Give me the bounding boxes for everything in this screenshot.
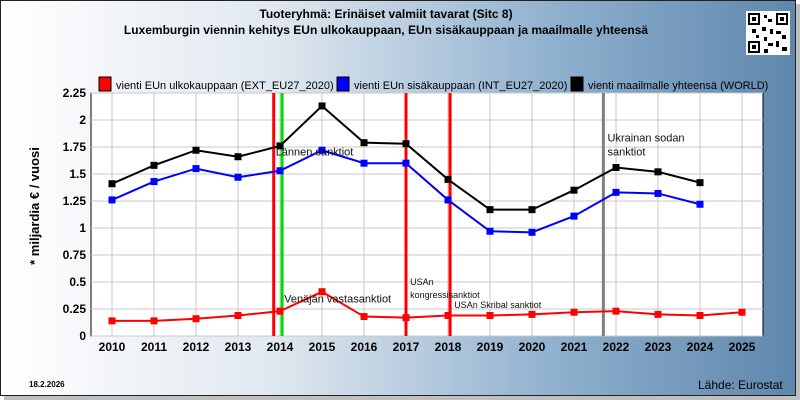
data-point xyxy=(612,307,620,315)
data-point xyxy=(528,206,536,214)
data-point xyxy=(234,153,242,161)
data-point xyxy=(360,159,368,167)
chart-subtitle: Luxemburgin viennin kehitys EUn ulkokaup… xyxy=(124,23,648,37)
y-tick-label: 2.25 xyxy=(63,86,87,100)
legend-swatch-2 xyxy=(570,76,584,92)
data-point xyxy=(192,315,200,323)
x-tick-label: 2023 xyxy=(645,340,672,354)
annotation-label: Venäjän vastasanktiot xyxy=(284,294,391,306)
x-tick-label: 2022 xyxy=(603,340,630,354)
x-tick-label: 2018 xyxy=(435,340,462,354)
data-point xyxy=(528,310,536,318)
x-tick-label: 2013 xyxy=(225,340,252,354)
plot-area: 0 0.25 0.5 0.75 1 1.25 1.5 1.75 2 2.25 2010 2011 201… xyxy=(63,86,764,354)
x-tick-label: 2010 xyxy=(99,340,126,354)
data-point xyxy=(108,196,116,204)
data-point xyxy=(108,180,116,188)
source-label: Lähde: Eurostat xyxy=(698,378,783,392)
annotation-label: sanktiot xyxy=(608,147,646,159)
legend-label-0: vienti EUn ulkokauppaan (EXT_EU27_2020) xyxy=(116,80,334,92)
qr-code-icon xyxy=(746,11,790,55)
data-point xyxy=(528,228,536,236)
data-point xyxy=(276,167,284,175)
x-tick-label: 2016 xyxy=(351,340,378,354)
data-point xyxy=(402,140,410,148)
data-point xyxy=(654,189,662,197)
data-point xyxy=(276,142,284,150)
data-point xyxy=(234,311,242,319)
data-point xyxy=(486,206,494,214)
plot-background xyxy=(90,92,764,337)
y-tick-label: 0.25 xyxy=(63,302,87,316)
legend-swatch-1 xyxy=(336,76,350,92)
data-point xyxy=(192,146,200,154)
annotation-label: USAn Skribal sanktiot xyxy=(454,300,542,310)
data-point xyxy=(570,186,578,194)
y-tick-label: 1.25 xyxy=(63,194,87,208)
data-point xyxy=(360,313,368,321)
y-axis-label: * miljardia € / vuosi xyxy=(27,147,42,265)
annotation-label: Lännen sanktiot xyxy=(276,147,354,159)
y-tick-label: 1.5 xyxy=(69,167,86,181)
annotation-label: Ukrainan sodan xyxy=(608,133,685,145)
data-point xyxy=(192,165,200,173)
y-tick-label: 0 xyxy=(79,329,86,343)
y-tick-label: 0.5 xyxy=(69,275,86,289)
data-point xyxy=(318,102,326,110)
x-tick-label: 2024 xyxy=(687,340,714,354)
data-point xyxy=(654,310,662,318)
x-tick-label: 2021 xyxy=(561,340,588,354)
data-point xyxy=(570,212,578,220)
legend-label-1: vienti EUn sisäkauppaan (INT_EU27_2020) xyxy=(354,80,567,92)
data-point xyxy=(486,311,494,319)
data-point xyxy=(612,188,620,196)
data-point xyxy=(402,314,410,322)
x-tick-label: 2025 xyxy=(729,340,756,354)
data-point xyxy=(318,288,326,296)
chart-svg: Tuoteryhmä: Erinäiset valmiit tavarat (S… xyxy=(27,7,790,392)
data-point xyxy=(612,164,620,172)
data-point xyxy=(402,159,410,167)
legend-swatch-0 xyxy=(98,76,112,92)
data-point xyxy=(654,168,662,176)
x-tick-label: 2020 xyxy=(519,340,546,354)
data-point xyxy=(696,311,704,319)
data-point xyxy=(444,196,452,204)
data-point xyxy=(150,178,158,186)
legend: vienti EUn ulkokauppaan (EXT_EU27_2020) v… xyxy=(98,76,768,92)
y-tick-label: 1 xyxy=(79,221,86,235)
data-point xyxy=(360,139,368,147)
date-stamp: 18.2.2026 xyxy=(29,380,65,389)
x-tick-label: 2019 xyxy=(477,340,504,354)
data-point xyxy=(486,227,494,235)
data-point xyxy=(108,317,116,325)
x-tick-label: 2011 xyxy=(141,340,167,354)
legend-label-2: vienti maailmalle yhteensä (WORLD) xyxy=(588,80,768,92)
y-tick-label: 2 xyxy=(79,113,86,127)
data-point xyxy=(738,308,746,316)
data-point xyxy=(318,146,326,154)
x-tick-label: 2015 xyxy=(309,340,336,354)
series-line-0 xyxy=(112,290,743,322)
data-point xyxy=(696,179,704,187)
data-point xyxy=(444,311,452,319)
x-tick-label: 2014 xyxy=(267,340,294,354)
x-tick-label: 2017 xyxy=(393,340,420,354)
chart-title: Tuoteryhmä: Erinäiset valmiit tavarat (S… xyxy=(259,7,512,21)
data-point xyxy=(444,175,452,183)
x-tick-label: 2012 xyxy=(183,340,210,354)
y-tick-label: 0.75 xyxy=(63,248,87,262)
annotation-label: kongressisanktiot xyxy=(410,290,480,300)
data-point xyxy=(234,173,242,181)
data-point xyxy=(570,308,578,316)
data-point xyxy=(150,161,158,169)
data-point xyxy=(696,200,704,208)
annotation-label: USAn xyxy=(410,277,434,287)
data-point xyxy=(276,307,284,315)
y-tick-label: 1.75 xyxy=(63,140,87,154)
data-point xyxy=(150,317,158,325)
